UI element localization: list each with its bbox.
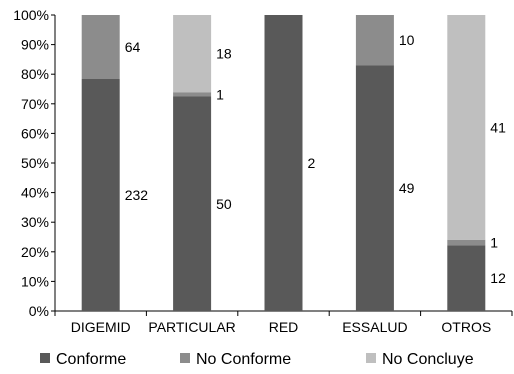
y-tick-label: 10% <box>21 273 49 289</box>
data-label: 1 <box>216 86 224 102</box>
x-tick-label: PARTICULAR <box>148 319 235 335</box>
legend-label: No Concluye <box>382 351 474 368</box>
legend-label: Conforme <box>56 351 126 368</box>
y-tick-label: 70% <box>21 96 49 112</box>
data-label: 232 <box>125 187 149 203</box>
data-label: 2 <box>308 155 316 171</box>
x-tick-label: DIGEMID <box>71 319 131 335</box>
y-tick-label: 30% <box>21 214 49 230</box>
data-label: 49 <box>399 180 415 196</box>
data-label: 64 <box>125 39 141 55</box>
bar-segment <box>81 79 120 311</box>
legend-swatch <box>40 353 50 363</box>
y-tick-label: 80% <box>21 66 49 82</box>
data-labels: 232 64 50 1 18 2 49 10 12 1 41 <box>125 32 506 286</box>
y-tick-label: 40% <box>21 185 49 201</box>
data-label: 10 <box>399 32 415 48</box>
legend-label: No Conforme <box>196 351 291 368</box>
bar-segment <box>447 15 486 240</box>
data-label: 18 <box>216 46 232 62</box>
x-axis: DIGEMID PARTICULAR RED ESSALUD OTROS <box>54 310 513 335</box>
data-label: 50 <box>216 196 232 212</box>
y-tick-label: 20% <box>21 244 49 260</box>
y-tick-label: 90% <box>21 37 49 53</box>
y-tick-label: 100% <box>13 7 49 23</box>
data-label: 12 <box>490 270 506 286</box>
legend-swatch <box>180 353 190 363</box>
bars <box>81 15 486 311</box>
legend-swatch <box>366 353 376 363</box>
bar-segment <box>447 239 486 246</box>
x-tick-label: ESSALUD <box>342 319 407 335</box>
y-axis: 0% 10% 20% 30% 40% 50% 60% 70% 80% 90% 100% <box>13 7 56 319</box>
x-tick-label: RED <box>269 319 299 335</box>
legend: Conforme No Conforme No Concluye <box>40 351 474 368</box>
y-tick-label: 50% <box>21 155 49 171</box>
bar-segment <box>264 15 303 311</box>
bar-segment <box>355 65 394 311</box>
bar-segment <box>81 15 120 79</box>
data-label: 41 <box>490 119 506 135</box>
bar-segment <box>173 15 212 93</box>
x-tick-label: OTROS <box>441 319 491 335</box>
data-label: 1 <box>490 234 498 250</box>
bar-segment <box>447 245 486 311</box>
bar-segment <box>355 15 394 66</box>
y-tick-label: 0% <box>29 303 49 319</box>
y-tick-label: 60% <box>21 125 49 141</box>
bar-segment <box>173 96 212 311</box>
bar-segment <box>173 92 212 97</box>
